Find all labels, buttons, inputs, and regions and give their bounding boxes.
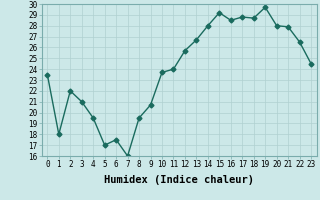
X-axis label: Humidex (Indice chaleur): Humidex (Indice chaleur) bbox=[104, 175, 254, 185]
